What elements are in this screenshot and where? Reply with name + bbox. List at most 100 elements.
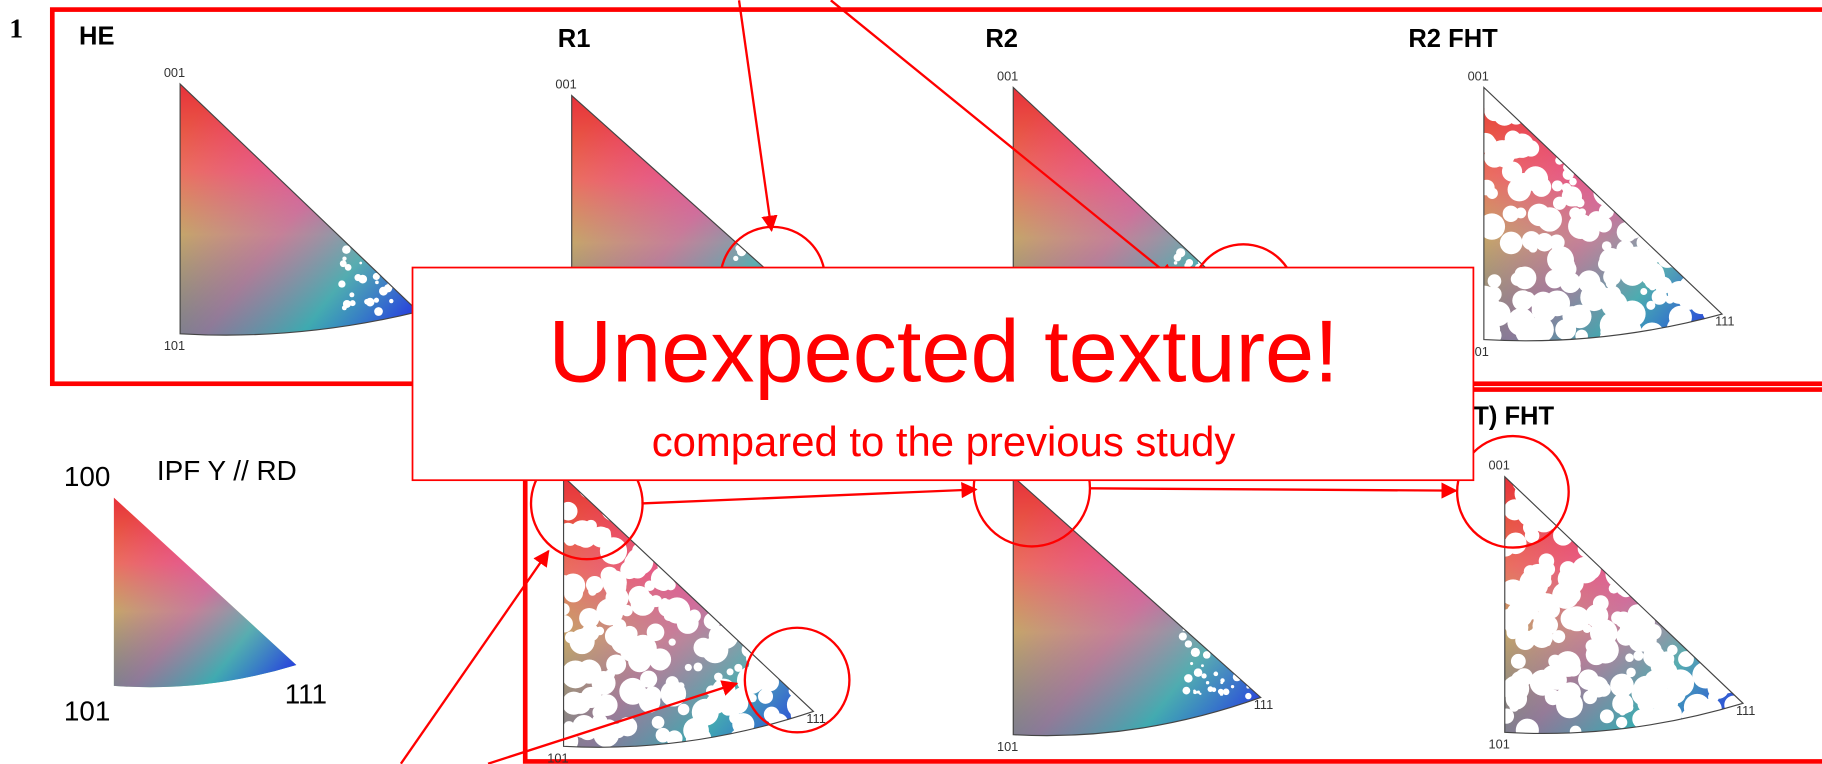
ipf-gap: [1719, 547, 1738, 566]
ipf-gap: [1205, 681, 1210, 685]
ipf-gap: [784, 505, 799, 520]
ipf-gap: [1712, 637, 1721, 646]
ipf-gap: [1562, 306, 1583, 327]
ipf-gap: [1524, 482, 1536, 494]
ipf-gap: [1702, 660, 1712, 670]
ipf-gap: [1568, 486, 1592, 509]
ipf-gap: [1709, 191, 1723, 210]
ipf-gap: [373, 297, 380, 303]
ipf-gap: [1563, 100, 1584, 121]
ipf-gap: [344, 264, 352, 271]
ipf-gap: [1648, 207, 1669, 228]
arrow: [641, 481, 978, 505]
ipf-gap: [349, 292, 355, 298]
ipf-gap: [1673, 87, 1699, 109]
ipf-gap: [1683, 112, 1701, 130]
ipf-gap: [1683, 219, 1691, 227]
ipf-gap: [1606, 251, 1631, 277]
ipf-gap: [1657, 247, 1678, 268]
ipf-gap: [349, 300, 356, 307]
ipf-gap: [760, 673, 779, 692]
ipf-gap: [1665, 613, 1684, 632]
ipf-gap: [396, 248, 401, 253]
ipf-gap: [1644, 160, 1670, 186]
ipf-gap: [708, 625, 730, 646]
ipf-gap: [1251, 647, 1257, 653]
ipf-gap: [757, 246, 767, 256]
ipf-gap: [1614, 122, 1626, 134]
ipf-gap: [1609, 564, 1631, 586]
ipf-gap: [1176, 248, 1186, 258]
pole-label: 001: [555, 77, 576, 92]
ipf-gap: [1730, 491, 1743, 507]
ipf-gap: [721, 516, 734, 529]
ipf-gap: [374, 307, 383, 316]
ipf-gap: [1559, 682, 1581, 704]
ipf-gap: [1691, 261, 1713, 283]
ipf-gap: [1610, 116, 1624, 130]
ipf-gap: [1599, 91, 1617, 109]
ipf-gap: [1202, 651, 1211, 659]
ipf-gap: [1563, 586, 1581, 604]
ipf-gap: [766, 640, 776, 650]
ipf-gap: [1612, 476, 1636, 491]
ipf-gap: [1230, 685, 1235, 689]
ipf-gap: [1502, 93, 1514, 105]
ipf-gap: [787, 519, 796, 528]
ipf-gap: [742, 584, 770, 612]
ipf-gap: [1575, 329, 1588, 341]
ipf-gap: [1677, 515, 1704, 542]
ipf-gap: [1193, 689, 1196, 693]
ipf-gap: [782, 506, 792, 516]
ipf-gap: [1662, 495, 1678, 511]
ipf-gap: [756, 248, 759, 251]
ipf-gap: [1692, 268, 1700, 276]
ipf-gap: [755, 565, 781, 591]
ipf-gap: [732, 713, 755, 736]
ipf-gap: [1679, 183, 1695, 198]
ipf-gap: [802, 662, 814, 675]
ipf-gap: [771, 661, 785, 675]
ipf-gap: [1517, 584, 1539, 606]
ipf-gap: [1201, 673, 1207, 679]
ipf-gap: [720, 701, 736, 716]
pole-label: 001: [997, 68, 1018, 83]
ipf-gap: [803, 520, 814, 537]
ipf-gap: [396, 245, 403, 252]
ipf-gap: [342, 245, 351, 254]
ipf-gap: [1661, 199, 1689, 227]
ipf-gap: [1605, 198, 1614, 207]
ipf-panel: 101 111: [547, 475, 826, 764]
ipf-gap: [1545, 269, 1564, 289]
ipf-gap: [759, 503, 777, 521]
ipf-gap: [1709, 606, 1734, 632]
ipf-gap: [1182, 686, 1191, 695]
ipf-gap: [743, 544, 767, 568]
ipf-map: [563, 476, 814, 748]
ipf-gap: [1624, 547, 1638, 561]
ipf-gap: [1708, 227, 1723, 248]
ipf-gap: [1675, 124, 1699, 147]
ipf-gap: [1522, 166, 1549, 192]
ipf-gap: [1667, 644, 1678, 656]
ipf-gap: [638, 691, 661, 713]
ipf-gap: [760, 256, 769, 266]
ipf-gap: [764, 540, 772, 548]
ipf-gap: [1658, 207, 1678, 227]
ipf-gap: [579, 607, 600, 629]
ipf-gap: [1624, 492, 1648, 516]
ipf-gap: [1656, 476, 1681, 490]
ipf-gap: [798, 497, 814, 518]
ipf-gap: [1666, 316, 1693, 341]
ipf-gap: [726, 668, 734, 676]
ipf-map: [180, 83, 419, 336]
ipf-gap: [1729, 593, 1739, 603]
ipf-gap: [1544, 693, 1553, 701]
ipf-gap: [1679, 631, 1691, 644]
ipf-gap: [707, 554, 724, 571]
ipf-gap: [1666, 506, 1694, 534]
ipf-gap: [1569, 725, 1582, 734]
ipf-gap: [1640, 287, 1648, 295]
ipf-gap: [677, 682, 685, 690]
